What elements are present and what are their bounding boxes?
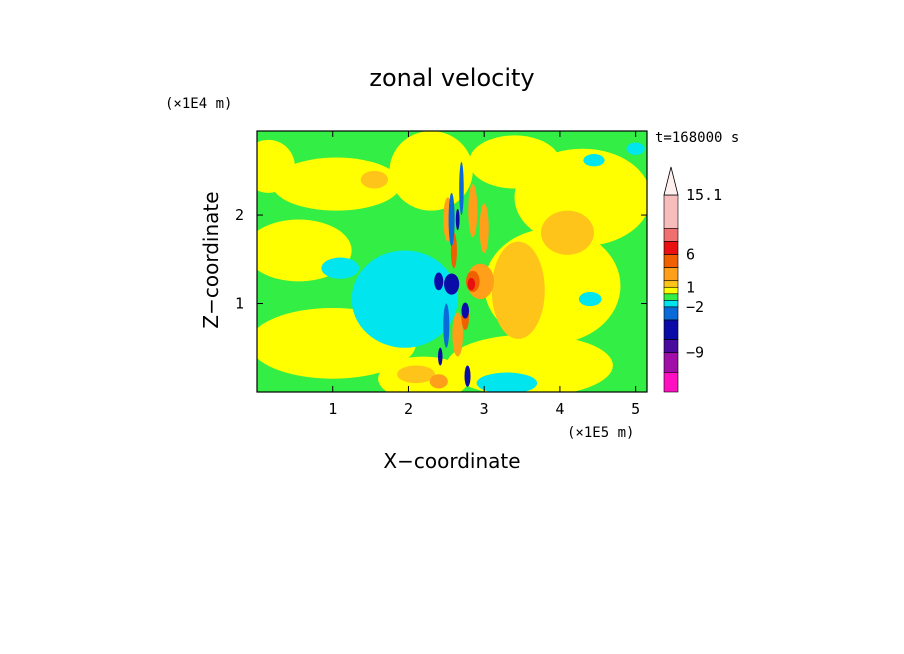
contour-region bbox=[468, 184, 478, 238]
x-axis: 1 2 3 4 5 bbox=[328, 131, 640, 418]
contour-region bbox=[459, 161, 464, 216]
x-tick-label: 3 bbox=[480, 400, 489, 418]
contour-region bbox=[448, 192, 455, 247]
chart-title: zonal velocity bbox=[369, 64, 534, 92]
contour-region bbox=[583, 154, 605, 167]
colorbar-swatch bbox=[663, 241, 679, 255]
y-tick-label: 2 bbox=[235, 206, 244, 224]
y-axis: 12 bbox=[235, 206, 647, 313]
y-unit-label: (×1E4 m) bbox=[165, 96, 232, 112]
contour-region bbox=[540, 210, 594, 255]
colorbar-extend-arrow bbox=[663, 166, 679, 196]
colorbar-swatch bbox=[663, 293, 679, 301]
contour-region bbox=[461, 302, 470, 319]
colorbar-swatch bbox=[663, 339, 679, 354]
contour-region bbox=[360, 170, 389, 189]
y-axis-title: Z−coordinate bbox=[199, 191, 223, 328]
colorbar-swatch bbox=[663, 228, 679, 242]
colorbar-label: 1 bbox=[686, 278, 695, 296]
contour-region bbox=[467, 277, 476, 291]
contour-region bbox=[479, 203, 489, 254]
colorbar-swatch bbox=[663, 372, 679, 393]
colorbar-label: 15.1 bbox=[686, 186, 722, 204]
colorbar-swatch bbox=[663, 352, 679, 373]
plot-frame bbox=[256, 130, 648, 393]
contour-region bbox=[272, 157, 401, 211]
colorbar-swatch bbox=[663, 319, 679, 340]
contour-region bbox=[476, 372, 538, 392]
contour-region bbox=[443, 303, 450, 348]
colorbar-swatch bbox=[663, 194, 679, 229]
contour-region bbox=[351, 250, 458, 348]
contour-region bbox=[464, 365, 471, 387]
contour-region bbox=[444, 273, 460, 295]
colorbar-swatch bbox=[663, 254, 679, 268]
contour-region bbox=[397, 365, 435, 384]
colorbar-label: −9 bbox=[686, 344, 704, 362]
contour-region bbox=[491, 241, 545, 339]
x-tick-label: 2 bbox=[404, 400, 413, 418]
contour-region bbox=[578, 292, 602, 307]
contour-region bbox=[469, 135, 560, 189]
x-tick-label: 5 bbox=[631, 400, 640, 418]
colorbar-swatch bbox=[663, 286, 679, 295]
x-tick-label: 4 bbox=[555, 400, 564, 418]
contour-region bbox=[455, 208, 460, 231]
contour-region bbox=[389, 131, 473, 211]
contour-region bbox=[626, 142, 645, 155]
x-axis-title: X−coordinate bbox=[383, 449, 520, 473]
contour-region bbox=[452, 312, 463, 357]
y-tick-label: 1 bbox=[235, 295, 244, 313]
contour-region bbox=[321, 257, 360, 279]
contour-region bbox=[434, 272, 444, 291]
contour-region bbox=[429, 374, 448, 389]
colorbar-label: 6 bbox=[686, 246, 695, 264]
colorbar-label: −2 bbox=[686, 298, 704, 316]
contour-region bbox=[437, 347, 443, 366]
colorbar-swatch bbox=[663, 267, 679, 282]
colorbar-swatch bbox=[663, 300, 679, 308]
x-unit-label: (×1E5 m) bbox=[567, 425, 634, 441]
plot-area bbox=[257, 131, 647, 392]
x-tick-label: 1 bbox=[328, 400, 337, 418]
colorbar-swatch bbox=[663, 280, 679, 288]
colorbar: 15.1 6 1 −2 −9 bbox=[663, 166, 722, 393]
time-label: t=168000 s bbox=[655, 130, 739, 146]
colorbar-swatch bbox=[663, 306, 679, 321]
